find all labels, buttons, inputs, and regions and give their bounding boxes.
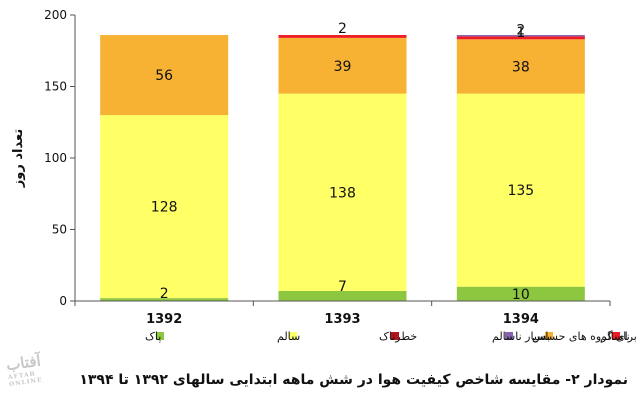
legend-label: بسیار ناسالم <box>492 330 550 343</box>
y-tick-label: 100 <box>44 151 67 165</box>
data-label: 10 <box>512 287 530 303</box>
data-label: 128 <box>151 200 178 216</box>
x-axis: 1392 1393 1394 <box>74 300 611 327</box>
legend-swatch <box>289 332 297 340</box>
y-axis-label: تعداد روز <box>11 129 26 188</box>
legend-swatch <box>505 332 513 340</box>
bar-segment <box>456 35 585 37</box>
bar-segment <box>456 36 585 40</box>
data-label: 7 <box>338 279 347 295</box>
data-label: 2 <box>160 286 169 302</box>
x-category-label: 1393 <box>324 312 360 327</box>
y-tick-label: 0 <box>59 294 67 308</box>
bar-segment <box>456 93 585 287</box>
x-category-label: 1394 <box>503 312 539 327</box>
y-tick-label: 150 <box>44 80 67 94</box>
y-tick-label: 50 <box>52 223 67 237</box>
bar-segment <box>100 298 229 301</box>
data-label: 2 <box>338 21 347 37</box>
bar-segment <box>278 35 407 38</box>
watermark-logo: آفتاب AFTAB ONLINE <box>5 348 71 402</box>
data-label: 39 <box>334 59 352 75</box>
bar-segment <box>278 93 407 291</box>
data-label: 135 <box>507 183 534 199</box>
y-axis: 0 50 100 150 200 <box>44 8 76 308</box>
chart-caption: نمودار ۲- مقایسه شاخص کیفیت هوا در شش ما… <box>79 372 628 388</box>
y-tick-label: 200 <box>44 8 67 22</box>
data-label: 138 <box>329 185 356 201</box>
data-label: 56 <box>155 68 173 84</box>
data-label: 1 <box>516 25 525 41</box>
bar-segment <box>456 39 585 94</box>
legend-swatch <box>391 332 399 340</box>
legend-label: پاک <box>145 330 161 343</box>
legend-swatch <box>612 332 620 340</box>
legend-label: سالم <box>277 330 300 343</box>
x-category-label: 1392 <box>146 312 182 327</box>
legend-label: خطرناک <box>379 330 417 343</box>
legend-swatch <box>156 332 164 340</box>
legend-label: ناسالم <box>600 330 630 343</box>
legend: پاکسالمناسالم برای گروه های حساسناسالمبس… <box>145 330 640 343</box>
bar-segment <box>100 115 229 299</box>
bar-segment <box>278 37 407 94</box>
data-label: 38 <box>512 59 530 75</box>
bar-segment <box>278 290 407 301</box>
data-label: 2 <box>516 22 525 38</box>
legend-swatch <box>545 332 553 340</box>
bar-segment <box>100 35 229 116</box>
bar-segment <box>456 286 585 301</box>
